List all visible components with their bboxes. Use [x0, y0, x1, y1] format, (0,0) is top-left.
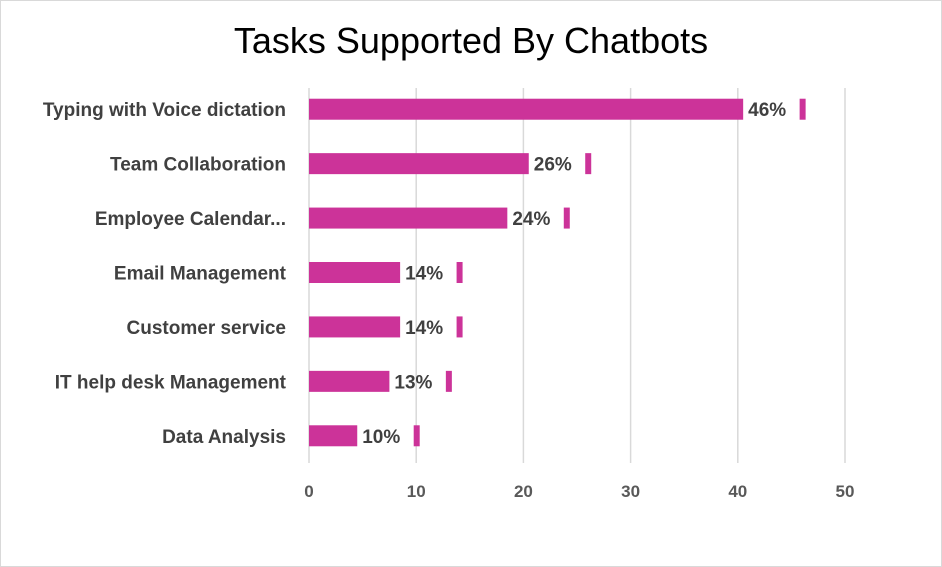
x-tick-label: 40	[728, 482, 747, 501]
category-label: Employee Calendar...	[95, 209, 286, 230]
category-label: IT help desk Management	[55, 372, 287, 393]
label-marker	[445, 370, 452, 392]
bar	[309, 207, 508, 229]
label-marker	[413, 425, 420, 447]
x-tick-label: 10	[407, 482, 426, 501]
data-label: 26%	[534, 155, 572, 176]
x-tick-label: 0	[304, 482, 313, 501]
label-marker	[456, 262, 463, 283]
bar	[309, 262, 401, 283]
gridlines	[308, 88, 846, 463]
category-label: Typing with Voice dictation	[43, 100, 286, 121]
bar	[309, 316, 401, 338]
data-label: 14%	[405, 318, 443, 339]
label-marker	[585, 153, 592, 175]
x-tick-label: 30	[621, 482, 640, 501]
data-label: 46%	[748, 100, 786, 121]
labels: 0 10 20 30 40 50 Typing with Voice dictation 46…	[43, 100, 855, 501]
x-tick-label: 50	[836, 482, 855, 501]
bar	[309, 425, 358, 447]
category-label: Email Management	[114, 264, 287, 285]
chart-title: Tasks Supported By Chatbots	[233, 20, 709, 61]
bar	[309, 370, 390, 392]
category-label: Customer service	[127, 318, 286, 339]
bar	[309, 153, 529, 175]
bars	[309, 98, 806, 447]
x-tick-label: 20	[514, 482, 533, 501]
category-label: Data Analysis	[162, 427, 286, 448]
bar	[309, 98, 744, 120]
data-label: 10%	[362, 427, 400, 448]
label-marker	[563, 207, 570, 229]
label-marker	[456, 316, 463, 338]
data-label: 14%	[405, 264, 443, 285]
category-label: Team Collaboration	[110, 155, 286, 176]
label-marker	[799, 98, 806, 120]
data-label: 24%	[512, 209, 550, 230]
data-label: 13%	[394, 372, 432, 393]
